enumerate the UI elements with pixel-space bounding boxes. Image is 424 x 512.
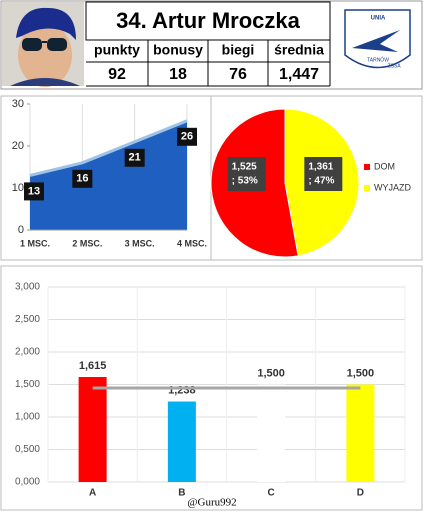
data-label: 13 xyxy=(28,185,40,197)
legend-swatch xyxy=(364,185,370,191)
logo-text: TARNÓW xyxy=(367,56,389,63)
x-tick-label: 2 MSC. xyxy=(72,238,102,248)
data-label: 1,500 xyxy=(347,367,375,379)
x-tick-label: B xyxy=(178,488,185,499)
y-tick-label: 20 xyxy=(12,140,24,152)
stat-value: 18 xyxy=(169,66,187,83)
data-label: 1,500 xyxy=(257,367,285,379)
x-tick-label: A xyxy=(89,488,96,499)
data-label: 1,615 xyxy=(79,360,107,372)
stat-label: punkty xyxy=(94,42,140,58)
logo-text: UNIA xyxy=(371,16,386,22)
y-tick-label: 3,000 xyxy=(15,282,40,293)
data-label-box xyxy=(24,182,44,201)
stat-value: 92 xyxy=(108,66,126,83)
y-tick-label: 0,500 xyxy=(15,444,40,455)
y-tick-label: 30 xyxy=(12,98,24,110)
legend-label: WYJAZD xyxy=(374,182,411,192)
y-tick-label: 0,000 xyxy=(15,477,40,488)
y-tick-label: 1,000 xyxy=(15,412,40,423)
x-tick-label: C xyxy=(268,488,275,499)
data-label: ; 53% xyxy=(232,176,258,187)
legend-swatch xyxy=(364,164,370,170)
data-label-box xyxy=(227,157,266,191)
data-label: 1,525 xyxy=(232,162,257,173)
logo-text: ŻSSA xyxy=(387,62,401,69)
data-label: 26 xyxy=(181,131,193,143)
data-label: 1,238 xyxy=(168,384,196,396)
stats-grid xyxy=(85,1,331,87)
x-tick-label: 4 MSC. xyxy=(177,238,207,248)
y-tick-label: 1,500 xyxy=(15,379,40,390)
stat-label: biegi xyxy=(222,42,255,58)
data-label: 21 xyxy=(129,152,141,164)
data-label: 1,361 xyxy=(308,162,333,173)
y-tick-label: 2,500 xyxy=(15,314,40,325)
data-label: 16 xyxy=(76,173,88,185)
stat-value: 76 xyxy=(229,66,247,83)
bar xyxy=(346,384,375,482)
x-tick-label: D xyxy=(357,488,364,499)
x-tick-label: 3 MSC. xyxy=(125,238,155,248)
stat-value: 1,447 xyxy=(279,66,319,83)
data-label-box xyxy=(177,127,197,146)
x-tick-label: 1 MSC. xyxy=(20,238,50,248)
stat-label: średnia xyxy=(274,42,324,58)
data-label-box xyxy=(72,169,93,188)
bar xyxy=(257,384,286,482)
area xyxy=(30,120,187,230)
y-tick-label: 2,000 xyxy=(15,347,40,358)
bar xyxy=(167,401,196,482)
bar xyxy=(78,377,107,482)
y-tick-label: 10 xyxy=(12,182,24,194)
player-title: 34. Artur Mroczka xyxy=(116,8,301,33)
data-label: ; 47% xyxy=(308,176,334,187)
club-logo xyxy=(344,9,411,69)
data-label-box xyxy=(124,148,145,167)
area-line xyxy=(29,119,188,177)
footer: @Guru992 xyxy=(187,497,236,509)
legend-label: DOM xyxy=(374,161,395,171)
y-tick-label: 0 xyxy=(18,224,24,236)
player-photo xyxy=(2,2,84,87)
stat-label: bonusy xyxy=(153,42,203,58)
data-label-box xyxy=(304,157,343,191)
